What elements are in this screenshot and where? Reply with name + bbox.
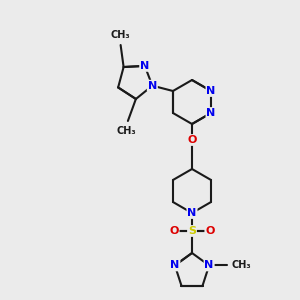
Text: N: N (170, 260, 179, 270)
Text: N: N (140, 61, 149, 71)
Text: O: O (187, 135, 197, 145)
Text: S: S (188, 226, 196, 236)
Text: O: O (205, 226, 215, 236)
Text: N: N (205, 260, 214, 270)
Text: CH₃: CH₃ (116, 126, 136, 136)
Text: N: N (188, 208, 196, 218)
Text: N: N (206, 86, 216, 96)
Text: O: O (169, 226, 179, 236)
Text: CH₃: CH₃ (111, 30, 130, 40)
Text: CH₃: CH₃ (231, 260, 251, 270)
Text: N: N (148, 81, 157, 91)
Text: N: N (206, 108, 216, 118)
